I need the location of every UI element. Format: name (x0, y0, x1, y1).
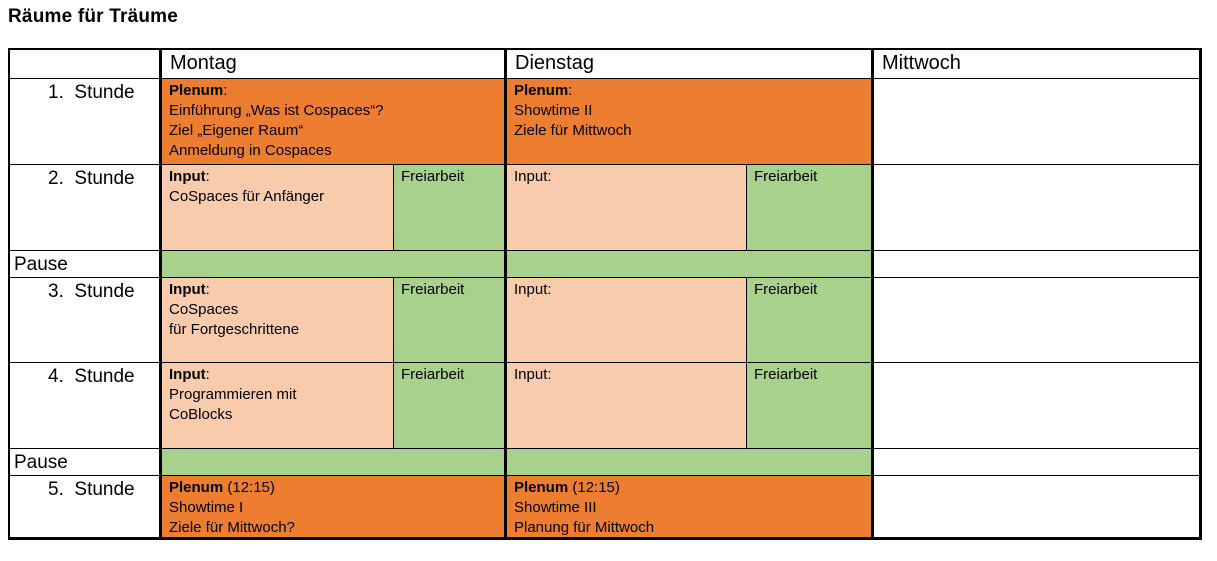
schedule-table: Montag Dienstag Mittwoch 1. Stunde Plenu… (8, 48, 1202, 540)
cell-monday-lesson2-freiarbeit: Freiarbeit (394, 165, 507, 251)
cell-line: Input: (514, 168, 552, 185)
cell-monday-pause2 (162, 449, 507, 476)
cell-line: Input: (514, 366, 552, 383)
cell-wednesday-lesson5-empty (874, 476, 1199, 537)
row-label-lesson4: 4. Stunde (10, 363, 162, 449)
header-corner-empty (10, 50, 162, 79)
cell-rest-text: : (205, 366, 210, 383)
cell-bold-text: Plenum (514, 479, 569, 496)
cell-tuesday-lesson3-input: Input: (507, 278, 747, 363)
cell-line: für Fortgeschrittene (169, 321, 300, 338)
cell-bold-text: Input (169, 168, 206, 185)
row-label-lesson2: 2. Stunde (10, 165, 162, 251)
header-tuesday: Dienstag (507, 50, 874, 79)
cell-bold-text: Plenum (514, 82, 569, 99)
cell-monday-lesson5-plenum: Plenum (12:15) Showtime I Ziele für Mitt… (162, 476, 507, 537)
cell-monday-lesson3-freiarbeit: Freiarbeit (394, 278, 507, 363)
cell-line: Anmeldung in Cospaces (169, 142, 332, 159)
cell-monday-lesson2-input: Input: CoSpaces für Anfänger (162, 165, 394, 251)
cell-monday-lesson4-freiarbeit: Freiarbeit (394, 363, 507, 449)
cell-line: Einführung „Was ist Cospaces“? (169, 102, 384, 119)
cell-bold-text: Input (169, 366, 206, 383)
cell-monday-lesson1-plenum: Plenum: Einführung „Was ist Cospaces“? Z… (162, 79, 507, 165)
cell-monday-pause1 (162, 251, 507, 278)
cell-line: Ziele für Mittwoch (514, 122, 632, 139)
cell-line: Showtime I (169, 499, 244, 516)
cell-line: Programmieren mit (169, 386, 297, 403)
cell-wednesday-lesson4-empty (874, 363, 1199, 449)
cell-tuesday-lesson4-freiarbeit: Freiarbeit (747, 363, 874, 449)
cell-rest-text: : (205, 281, 210, 298)
cell-rest-text: : (223, 82, 228, 99)
cell-rest-text: : (568, 82, 573, 99)
row-label-pause1: Pause (10, 251, 162, 278)
cell-bold-text: Plenum (169, 479, 224, 496)
cell-line: Ziele für Mittwoch? (169, 519, 295, 536)
cell-rest-text: (12:15) (568, 479, 620, 496)
cell-tuesday-lesson2-freiarbeit: Freiarbeit (747, 165, 874, 251)
header-monday: Montag (162, 50, 507, 79)
cell-wednesday-lesson2-empty (874, 165, 1199, 251)
row-label-pause2: Pause (10, 449, 162, 476)
cell-tuesday-lesson1-plenum: Plenum: Showtime II Ziele für Mittwoch (507, 79, 874, 165)
row-label-lesson1: 1. Stunde (10, 79, 162, 165)
header-wednesday: Mittwoch (874, 50, 1199, 79)
cell-monday-lesson3-input: Input: CoSpaces für Fortgeschrittene (162, 278, 394, 363)
cell-tuesday-pause2 (507, 449, 874, 476)
cell-monday-lesson4-input: Input: Programmieren mit CoBlocks (162, 363, 394, 449)
cell-line: CoBlocks (169, 406, 233, 423)
cell-rest-text: : (205, 168, 210, 185)
page-title: Räume für Träume (8, 6, 179, 27)
cell-wednesday-lesson3-empty (874, 278, 1199, 363)
cell-line: CoSpaces für Anfänger (169, 188, 325, 205)
cell-tuesday-lesson5-plenum: Plenum (12:15) Showtime III Planung für … (507, 476, 874, 537)
cell-tuesday-pause1 (507, 251, 874, 278)
cell-tuesday-lesson2-input: Input: (507, 165, 747, 251)
cell-line: Ziel „Eigener Raum“ (169, 122, 304, 139)
row-label-lesson5: 5. Stunde (10, 476, 162, 537)
cell-rest-text: (12:15) (223, 479, 275, 496)
cell-wednesday-pause2-empty (874, 449, 1199, 476)
cell-wednesday-pause1-empty (874, 251, 1199, 278)
cell-tuesday-lesson4-input: Input: (507, 363, 747, 449)
cell-bold-text: Plenum (169, 82, 224, 99)
row-label-lesson3: 3. Stunde (10, 278, 162, 363)
cell-line: CoSpaces (169, 301, 239, 318)
cell-line: Showtime III (514, 499, 597, 516)
cell-line: Planung für Mittwoch (514, 519, 655, 536)
cell-tuesday-lesson3-freiarbeit: Freiarbeit (747, 278, 874, 363)
cell-bold-text: Input (169, 281, 206, 298)
cell-wednesday-lesson1-empty (874, 79, 1199, 165)
cell-line: Input: (514, 281, 552, 298)
cell-line: Showtime II (514, 102, 593, 119)
